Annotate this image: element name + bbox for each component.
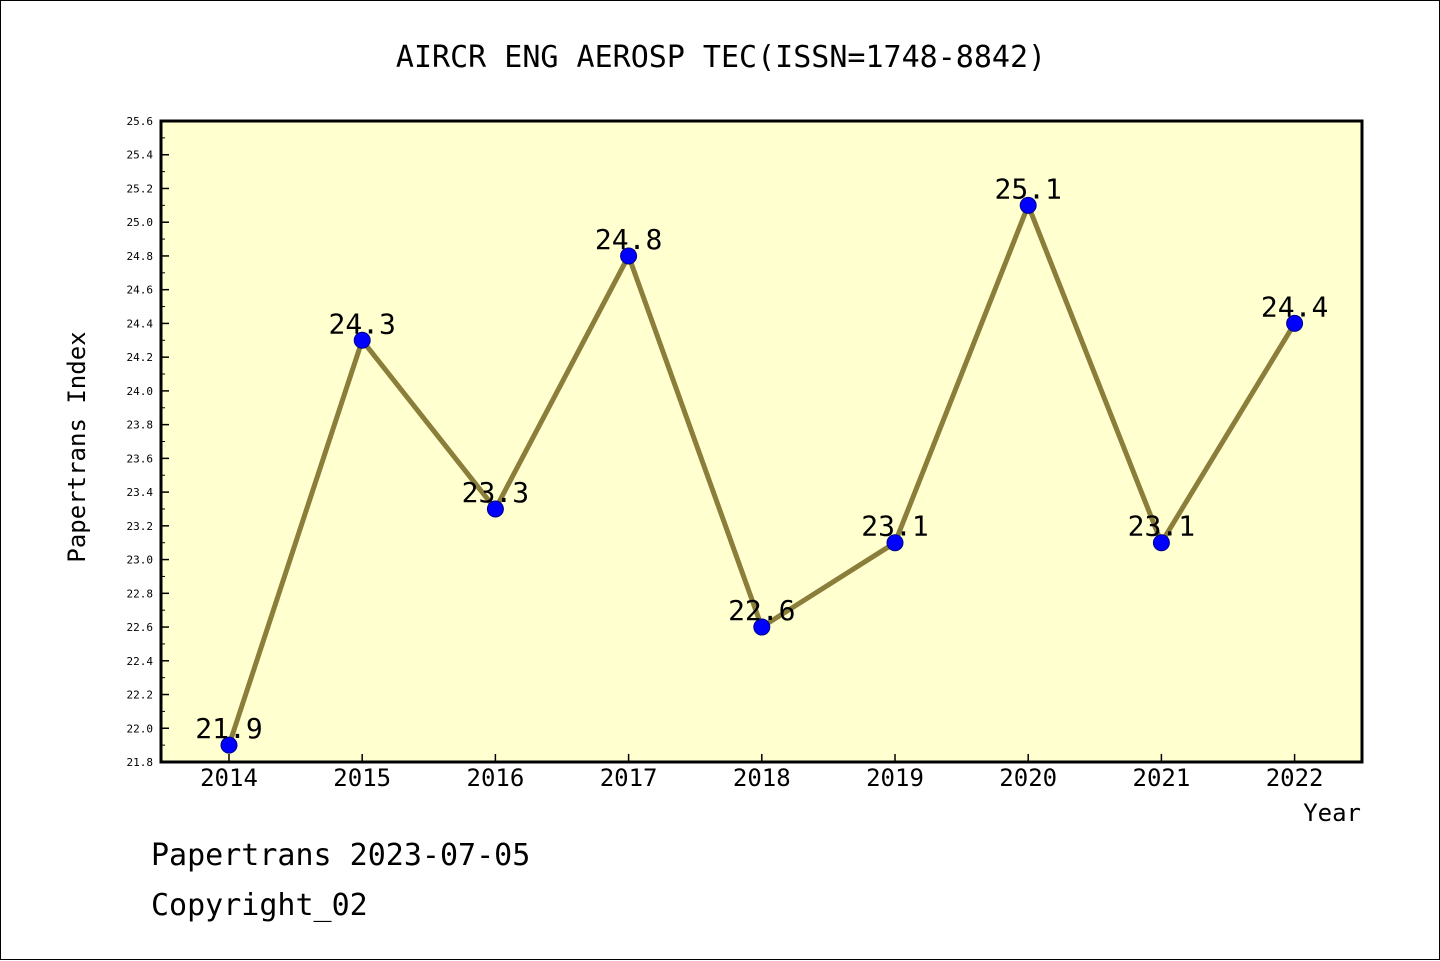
y-tick-label: 22.4: [127, 655, 154, 668]
y-axis-title: Papertrans Index: [63, 331, 91, 562]
x-tick-label: 2014: [200, 764, 258, 792]
x-tick-label: 2018: [733, 764, 791, 792]
y-tick-label: 23.4: [127, 486, 154, 499]
data-label: 24.8: [595, 223, 662, 256]
data-label: 23.3: [462, 476, 529, 509]
x-tick-label: 2017: [600, 764, 658, 792]
x-tick-label: 2022: [1266, 764, 1324, 792]
footer-date-text: Papertrans 2023-07-05: [151, 838, 530, 873]
data-label: 21.9: [195, 712, 262, 745]
chart-title: AIRCR ENG AEROSP TEC(ISSN=1748-8842): [396, 40, 1046, 75]
y-tick-label: 22.2: [127, 689, 154, 702]
y-tick-label: 23.0: [127, 554, 154, 567]
footer-copyright-text: Copyright_02: [151, 888, 368, 923]
data-label: 23.1: [861, 510, 928, 543]
data-point: [886, 534, 904, 552]
data-point: [353, 331, 371, 349]
data-point: [220, 736, 238, 754]
data-label: 22.6: [728, 594, 795, 627]
data-point: [1286, 314, 1304, 332]
y-tick-label: 24.8: [127, 250, 154, 263]
x-tick-label: 2016: [467, 764, 525, 792]
data-label: 24.4: [1261, 290, 1328, 323]
y-tick-label: 23.2: [127, 520, 154, 533]
y-tick-label: 21.8: [127, 756, 154, 769]
y-tick-label: 24.6: [127, 284, 154, 297]
x-axis: 2014 2015 2016 2017 2018 2019 2020 2021 2022: [200, 754, 1323, 792]
data-labels: 21.9 24.3 23.3 24.8 22.6 23.1 25.1 23.1 24.4: [195, 172, 1328, 745]
x-tick-label: 2021: [1133, 764, 1191, 792]
y-tick-label: 24.4: [127, 317, 154, 330]
y-tick-label: 22.8: [127, 587, 154, 600]
data-point: [1152, 534, 1170, 552]
x-tick-label: 2020: [999, 764, 1057, 792]
x-axis-title: Year: [1303, 799, 1361, 827]
y-tick-label: 25.6: [127, 115, 154, 128]
y-tick-label: 25.0: [127, 216, 154, 229]
data-label: 23.1: [1128, 510, 1195, 543]
data-label: 25.1: [994, 172, 1061, 205]
x-tick-label: 2019: [866, 764, 924, 792]
plot-area: [159, 119, 1364, 764]
series-markers: [220, 196, 1304, 754]
data-label: 24.3: [328, 307, 395, 340]
data-point: [620, 247, 638, 265]
y-tick-label: 23.6: [127, 452, 154, 465]
x-tick-label: 2015: [333, 764, 391, 792]
y-axis: 21.8 22.0 22.2 22.4 22.6 22.8 23.0 23.2 23.4 23.6…: [127, 115, 169, 769]
data-point: [486, 500, 504, 518]
y-tick-label: 22.6: [127, 621, 154, 634]
data-point: [1019, 196, 1037, 214]
y-tick-label: 24.0: [127, 385, 154, 398]
y-tick-label: 23.8: [127, 419, 154, 432]
y-tick-label: 25.2: [127, 182, 154, 195]
y-tick-label: 24.2: [127, 351, 154, 364]
y-tick-label: 25.4: [127, 149, 154, 162]
data-point: [753, 618, 771, 636]
y-tick-label: 22.0: [127, 722, 154, 735]
